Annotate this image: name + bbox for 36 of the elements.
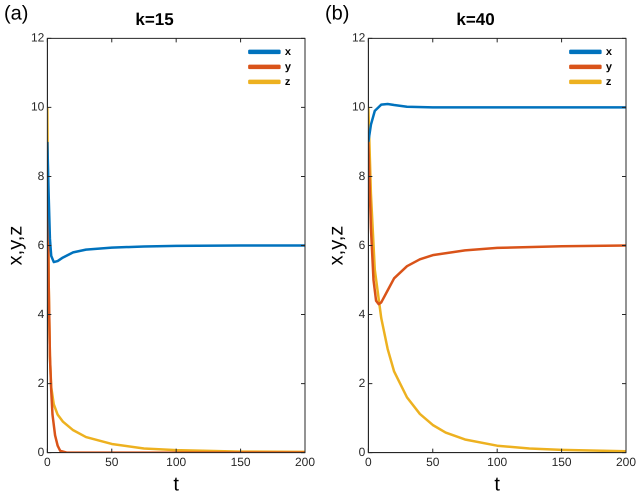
y-tick-label: 12 — [30, 30, 45, 45]
legend-label: z — [284, 76, 291, 88]
y-tick-label: 8 — [358, 168, 366, 183]
x-tick-label: 50 — [426, 455, 440, 470]
y-tick-label: 8 — [38, 168, 45, 183]
y-tick-label: 0 — [358, 444, 366, 459]
legend-label: y — [606, 60, 613, 73]
text: (b) — [325, 2, 350, 25]
y-tick-label: 10 — [352, 100, 366, 114]
y-axis-title: x,y,z — [326, 226, 348, 266]
x-axis-title: t — [173, 474, 180, 496]
chart-title: k=40 — [456, 10, 495, 29]
y-tick-label: 2 — [358, 376, 366, 390]
y-tick-label: 4 — [38, 306, 45, 321]
legend-label: y — [284, 60, 292, 73]
text: (a) — [4, 2, 28, 25]
x-tick-label: 50 — [105, 455, 119, 470]
y-tick-label: 6 — [38, 238, 45, 252]
chart-title: k=15 — [135, 10, 174, 29]
y-tick-label: 10 — [30, 100, 45, 114]
x-tick-label: 100 — [166, 455, 187, 470]
x-tick-label: 100 — [487, 455, 508, 470]
y-tick-label: 12 — [352, 30, 366, 45]
x-tick-label: 150 — [230, 455, 251, 470]
y-axis-title: x,y,z — [4, 226, 27, 266]
y-tick-label: 0 — [38, 444, 45, 459]
x-tick-label: 200 — [294, 455, 316, 470]
x-axis-title: t — [494, 474, 500, 496]
legend-label: x — [606, 46, 613, 58]
y-tick-label: 2 — [38, 376, 45, 390]
y-tick-label: 4 — [358, 306, 366, 321]
y-tick-label: 6 — [358, 238, 366, 252]
x-tick-label: 150 — [552, 455, 572, 470]
x-tick-label: 200 — [616, 455, 636, 470]
legend-label: z — [606, 76, 612, 88]
legend-label: x — [284, 46, 292, 58]
